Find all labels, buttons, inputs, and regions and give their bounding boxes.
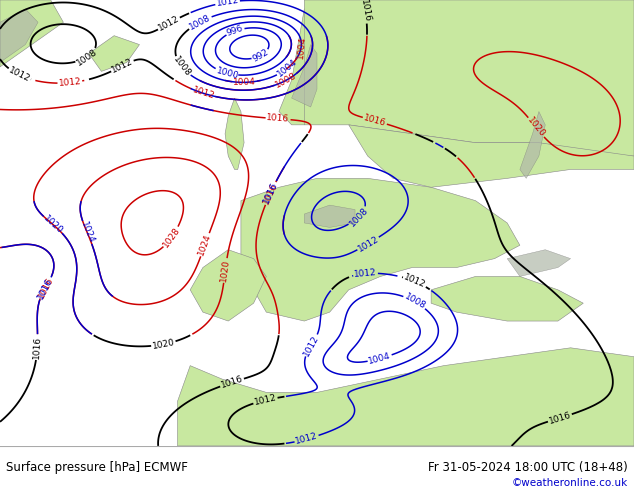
Text: 1016: 1016 bbox=[219, 374, 244, 391]
Text: 1008: 1008 bbox=[403, 292, 427, 311]
Polygon shape bbox=[520, 112, 545, 178]
Text: 1012: 1012 bbox=[302, 333, 321, 358]
Text: 1008: 1008 bbox=[347, 205, 370, 228]
Text: 1008: 1008 bbox=[171, 55, 193, 79]
Text: 1012: 1012 bbox=[157, 14, 181, 33]
Text: 1012: 1012 bbox=[7, 66, 32, 84]
Polygon shape bbox=[241, 178, 520, 321]
Text: 1016: 1016 bbox=[36, 275, 55, 299]
Text: 1020: 1020 bbox=[152, 338, 176, 351]
Text: 1016: 1016 bbox=[359, 0, 372, 24]
Text: Surface pressure [hPa] ECMWF: Surface pressure [hPa] ECMWF bbox=[6, 462, 188, 474]
Text: 1024: 1024 bbox=[79, 220, 96, 245]
Text: 1012: 1012 bbox=[216, 0, 240, 8]
Text: 1016: 1016 bbox=[548, 410, 573, 426]
Polygon shape bbox=[89, 36, 139, 72]
Polygon shape bbox=[304, 0, 634, 156]
Text: 1012: 1012 bbox=[403, 273, 427, 290]
Text: 1016: 1016 bbox=[261, 181, 279, 206]
Polygon shape bbox=[178, 348, 634, 446]
Text: 1004: 1004 bbox=[276, 57, 299, 79]
Text: 1016: 1016 bbox=[32, 336, 42, 359]
Text: 1008: 1008 bbox=[274, 71, 298, 90]
Text: ©weatheronline.co.uk: ©weatheronline.co.uk bbox=[512, 478, 628, 488]
Text: 1012: 1012 bbox=[253, 393, 278, 407]
Text: 1012: 1012 bbox=[294, 432, 319, 446]
Text: 1024: 1024 bbox=[197, 233, 213, 257]
Text: 1016: 1016 bbox=[266, 114, 290, 124]
Text: 992: 992 bbox=[251, 48, 270, 64]
Text: 1000: 1000 bbox=[215, 66, 240, 80]
Text: Fr 31-05-2024 18:00 UTC (18+48): Fr 31-05-2024 18:00 UTC (18+48) bbox=[428, 462, 628, 474]
Text: 1016: 1016 bbox=[36, 276, 55, 300]
Text: 1016: 1016 bbox=[262, 180, 280, 204]
Text: 1004: 1004 bbox=[233, 77, 256, 87]
Text: 1012: 1012 bbox=[110, 57, 134, 75]
Text: 996: 996 bbox=[226, 24, 245, 38]
Polygon shape bbox=[0, 0, 63, 67]
Text: 1028: 1028 bbox=[161, 225, 182, 249]
Polygon shape bbox=[292, 45, 317, 107]
Text: 1008: 1008 bbox=[188, 13, 212, 31]
Text: 1020: 1020 bbox=[526, 116, 547, 139]
Polygon shape bbox=[507, 250, 571, 276]
Polygon shape bbox=[0, 9, 38, 62]
Polygon shape bbox=[304, 205, 355, 227]
Polygon shape bbox=[225, 98, 244, 170]
Polygon shape bbox=[279, 9, 330, 125]
Text: 1008: 1008 bbox=[75, 47, 99, 67]
Text: 1020: 1020 bbox=[42, 214, 65, 236]
Text: 1004: 1004 bbox=[295, 35, 307, 59]
Text: 1012: 1012 bbox=[191, 86, 216, 101]
Text: 1004: 1004 bbox=[368, 351, 392, 366]
Text: 1012: 1012 bbox=[58, 77, 82, 88]
Text: 1016: 1016 bbox=[363, 113, 387, 128]
Text: 1012: 1012 bbox=[354, 268, 377, 279]
Polygon shape bbox=[431, 276, 583, 321]
Polygon shape bbox=[190, 250, 266, 321]
Polygon shape bbox=[349, 125, 634, 187]
Text: 1012: 1012 bbox=[356, 234, 380, 253]
Text: 1020: 1020 bbox=[219, 259, 231, 282]
